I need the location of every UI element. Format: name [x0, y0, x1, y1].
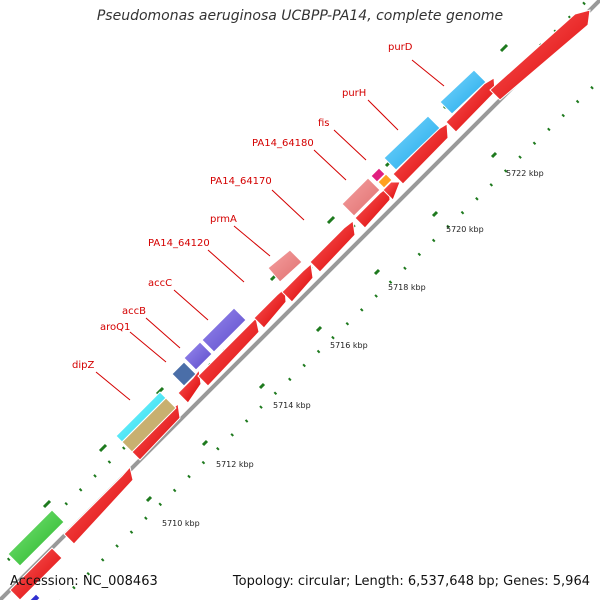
gene-label-fis[interactable]: fis	[318, 118, 330, 129]
gene-label-dipZ[interactable]: dipZ	[72, 360, 94, 371]
gene-bottom-blue[interactable]	[29, 593, 41, 600]
cds-feature[interactable]	[489, 9, 591, 101]
genome-title: Pseudomonas aeruginosa UCBPP-PA14, compl…	[96, 8, 504, 24]
gene-label-PA14_64120[interactable]: PA14_64120	[148, 238, 210, 249]
gene-green[interactable]	[7, 509, 65, 567]
accession-text: Accession: NC_008463	[10, 574, 158, 589]
gene-purH-shape[interactable]	[383, 115, 441, 171]
cds-feature[interactable]	[63, 465, 134, 545]
gene-label-purH[interactable]: purH	[342, 88, 366, 99]
gene-PA14_64180-shape[interactable]	[341, 177, 381, 217]
gene-label-aroQ1[interactable]: aroQ1	[100, 322, 130, 333]
gene-leader-lines	[95, 59, 445, 401]
gene-prmA-shape[interactable]	[267, 249, 303, 283]
cds-feature[interactable]	[309, 220, 356, 273]
gene-accB-shape[interactable]	[183, 341, 213, 371]
gene-label-prmA[interactable]: prmA	[210, 214, 237, 225]
cds-feature[interactable]	[382, 181, 401, 201]
gene-aroQ1-shape[interactable]	[171, 361, 197, 387]
tick-label-5710: 5710 kbp	[162, 519, 200, 528]
annotated-genes	[7, 69, 487, 600]
gene-label-PA14_64170[interactable]: PA14_64170	[210, 176, 272, 187]
cds-upper-strand	[9, 9, 591, 600]
gene-purD-shape[interactable]	[439, 69, 487, 115]
cds-feature[interactable]	[9, 547, 63, 600]
cds-feature[interactable]	[197, 316, 260, 387]
lower-tick-track	[58, 78, 600, 600]
gene-label-accC[interactable]: accC	[148, 278, 172, 289]
tick-label-5718: 5718 kbp	[388, 283, 426, 292]
gene-labels: purD purH fis PA14_64180 PA14_64170 prmA…	[72, 42, 413, 371]
cds-feature[interactable]	[281, 263, 314, 303]
tick-label-5722: 5722 kbp	[506, 169, 544, 178]
genome-summary-text: Topology: circular; Length: 6,537,648 bp…	[232, 574, 590, 589]
gene-label-purD[interactable]: purD	[388, 42, 413, 53]
tick-label-5712: 5712 kbp	[216, 460, 254, 469]
gene-accC-shape[interactable]	[201, 307, 247, 353]
gene-dipZ-tan[interactable]	[121, 397, 177, 453]
gene-fis-shape[interactable]	[370, 167, 386, 183]
tick-label-5716: 5716 kbp	[330, 341, 368, 350]
gene-label-accB[interactable]: accB	[122, 306, 146, 317]
gene-label-PA14_64180[interactable]: PA14_64180	[252, 138, 314, 149]
cds-feature[interactable]	[49, 525, 71, 547]
tick-label-5714: 5714 kbp	[273, 401, 311, 410]
gene-fis-orange[interactable]	[377, 173, 393, 189]
tick-label-5720: 5720 kbp	[446, 225, 484, 234]
tick-labels: 5710 kbp 5712 kbp 5714 kbp 5716 kbp 5718…	[162, 169, 544, 528]
